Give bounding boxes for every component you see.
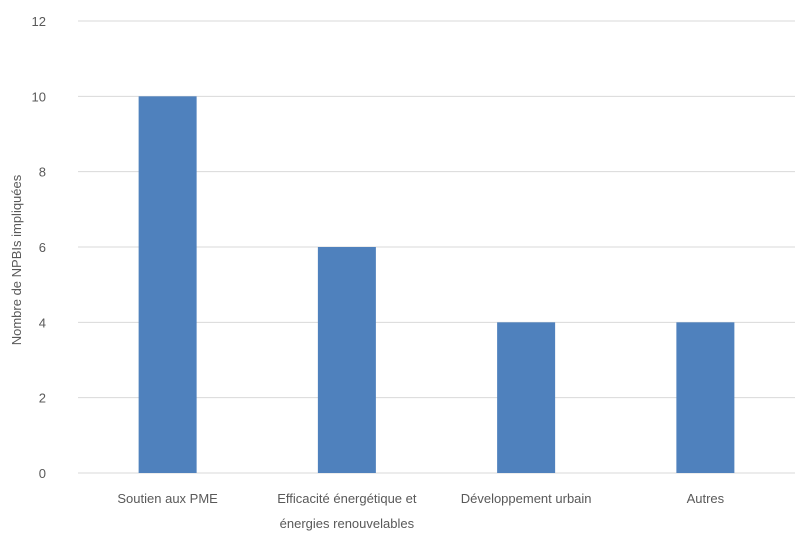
y-tick-label: 10 (32, 89, 46, 104)
y-tick-label: 0 (39, 466, 46, 481)
x-tick-label-line: Soutien aux PME (117, 491, 218, 506)
x-tick-label: Autres (687, 491, 725, 506)
y-axis-ticks: 0 2 4 6 8 10 12 (32, 14, 46, 481)
x-axis-ticks: Soutien aux PME Efficacité énergétique et… (117, 491, 724, 531)
gridlines (78, 20, 795, 474)
x-tick-label-line: énergies renouvelables (280, 516, 415, 531)
x-tick-label-line: Autres (687, 491, 725, 506)
x-tick-label: Développement urbain (461, 491, 592, 506)
y-tick-label: 2 (39, 391, 46, 406)
x-tick-label: Efficacité énergétique et énergies renouv… (277, 491, 417, 531)
bar (497, 322, 556, 473)
bar (317, 247, 376, 473)
y-tick-label: 4 (39, 315, 46, 330)
bar (138, 96, 197, 473)
x-tick-label-line: Développement urbain (461, 491, 592, 506)
bars (138, 96, 735, 473)
y-axis-title: Nombre de NPBIs impliquées (9, 174, 24, 345)
y-tick-label: 12 (32, 14, 46, 29)
bar (676, 322, 735, 473)
x-tick-label: Soutien aux PME (117, 491, 218, 506)
y-tick-label: 6 (39, 240, 46, 255)
x-tick-label-line: Efficacité énergétique et (277, 491, 417, 506)
y-tick-label: 8 (39, 165, 46, 180)
